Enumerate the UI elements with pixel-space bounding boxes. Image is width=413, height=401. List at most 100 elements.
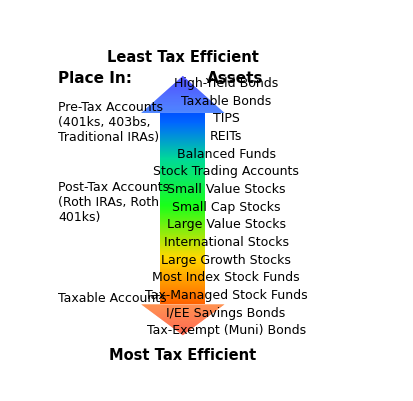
Text: Balanced Funds: Balanced Funds (177, 148, 275, 161)
Polygon shape (160, 275, 205, 276)
Polygon shape (160, 136, 205, 137)
Polygon shape (160, 145, 205, 146)
Polygon shape (160, 294, 205, 295)
Polygon shape (160, 220, 205, 221)
Polygon shape (160, 288, 205, 289)
Polygon shape (160, 203, 205, 204)
Polygon shape (160, 140, 205, 141)
Polygon shape (160, 143, 205, 144)
Polygon shape (160, 277, 205, 278)
Polygon shape (160, 265, 205, 266)
Text: Tax-Managed Stock Funds: Tax-Managed Stock Funds (145, 289, 307, 302)
Polygon shape (160, 269, 205, 270)
Polygon shape (160, 301, 205, 302)
Polygon shape (160, 279, 205, 280)
Polygon shape (160, 190, 205, 191)
Polygon shape (160, 218, 205, 219)
Text: Taxable Bonds: Taxable Bonds (181, 95, 271, 108)
Polygon shape (160, 192, 205, 193)
Polygon shape (160, 234, 205, 235)
Polygon shape (160, 291, 205, 292)
Polygon shape (160, 264, 205, 265)
Polygon shape (160, 159, 205, 160)
Polygon shape (160, 284, 205, 285)
Polygon shape (160, 186, 205, 187)
Polygon shape (160, 137, 205, 138)
Text: Large Value Stocks: Large Value Stocks (166, 218, 285, 231)
Polygon shape (160, 285, 205, 286)
Polygon shape (160, 142, 205, 143)
Polygon shape (160, 221, 205, 222)
Polygon shape (160, 154, 205, 155)
Text: International Stocks: International Stocks (164, 236, 289, 249)
Polygon shape (160, 227, 205, 228)
Polygon shape (160, 242, 205, 243)
Polygon shape (160, 251, 205, 252)
Polygon shape (160, 226, 205, 227)
Polygon shape (160, 193, 205, 194)
Polygon shape (160, 125, 205, 126)
Polygon shape (160, 286, 205, 287)
Polygon shape (160, 273, 205, 274)
Polygon shape (160, 189, 205, 190)
Polygon shape (160, 182, 205, 183)
Polygon shape (160, 119, 205, 120)
Polygon shape (160, 150, 205, 151)
Polygon shape (160, 246, 205, 247)
Polygon shape (160, 115, 205, 116)
Polygon shape (160, 148, 205, 149)
Polygon shape (160, 289, 205, 290)
Polygon shape (160, 258, 205, 259)
Polygon shape (160, 263, 205, 264)
Polygon shape (160, 224, 205, 225)
Text: I/EE Savings Bonds: I/EE Savings Bonds (166, 306, 286, 320)
Polygon shape (160, 233, 205, 234)
Polygon shape (160, 191, 205, 192)
Polygon shape (160, 153, 205, 154)
Polygon shape (160, 211, 205, 212)
Polygon shape (160, 217, 205, 218)
Polygon shape (160, 157, 205, 158)
Polygon shape (160, 199, 205, 200)
Polygon shape (160, 297, 205, 298)
Text: Post-Tax Accounts
(Roth IRAs, Roth
401ks): Post-Tax Accounts (Roth IRAs, Roth 401ks… (58, 181, 169, 224)
Polygon shape (160, 169, 205, 170)
Polygon shape (160, 237, 205, 238)
Polygon shape (160, 167, 205, 168)
Polygon shape (160, 113, 205, 114)
Polygon shape (160, 175, 205, 176)
Polygon shape (160, 250, 205, 251)
Polygon shape (160, 160, 205, 161)
Polygon shape (160, 295, 205, 296)
Polygon shape (160, 122, 205, 123)
Polygon shape (160, 268, 205, 269)
Polygon shape (160, 173, 205, 174)
Polygon shape (160, 164, 205, 165)
Polygon shape (160, 253, 205, 254)
Polygon shape (160, 147, 205, 148)
Polygon shape (160, 287, 205, 288)
Polygon shape (160, 296, 205, 297)
Polygon shape (160, 116, 205, 117)
Polygon shape (160, 202, 205, 203)
Polygon shape (160, 198, 205, 199)
Polygon shape (160, 133, 205, 134)
Polygon shape (160, 303, 205, 304)
Polygon shape (160, 225, 205, 226)
Polygon shape (160, 121, 205, 122)
Text: Taxable Accounts: Taxable Accounts (58, 292, 167, 305)
Polygon shape (160, 229, 205, 230)
Polygon shape (160, 135, 205, 136)
Polygon shape (160, 155, 205, 156)
Polygon shape (160, 156, 205, 157)
Polygon shape (160, 209, 205, 210)
Polygon shape (160, 131, 205, 132)
Polygon shape (160, 127, 205, 128)
Polygon shape (160, 240, 205, 241)
Polygon shape (160, 170, 205, 171)
Polygon shape (160, 212, 205, 213)
Polygon shape (160, 132, 205, 133)
Polygon shape (160, 290, 205, 291)
Text: Large Growth Stocks: Large Growth Stocks (161, 253, 291, 267)
Polygon shape (160, 276, 205, 277)
